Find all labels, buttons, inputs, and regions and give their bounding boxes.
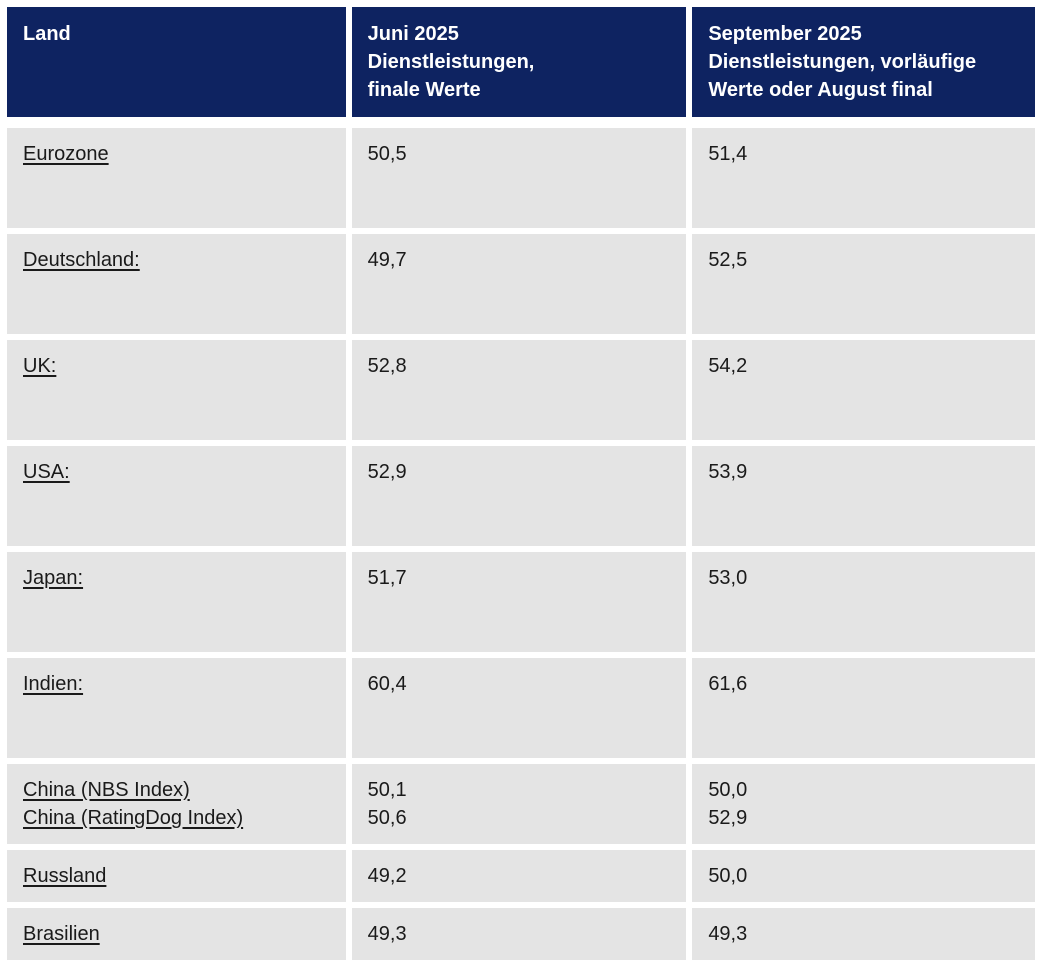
september-value-cell: 49,3 <box>692 908 1035 960</box>
header-label-line: Werte oder August final <box>708 79 933 101</box>
country-link[interactable]: Russland <box>23 865 107 887</box>
september-value-cell: 53,9 <box>692 446 1035 546</box>
table-row-deutschland: Deutschland: 49,7 52,5 <box>7 234 1035 334</box>
country-cell: Deutschland: <box>7 234 346 334</box>
country-link[interactable]: China (RatingDog Index) <box>23 807 244 829</box>
juni-value-cell: 49,3 <box>351 908 687 960</box>
table-row-china: China (NBS Index) China (RatingDog Index… <box>7 764 1035 844</box>
september-value-cell: 50,0 52,9 <box>692 764 1035 844</box>
juni-value-cell: 49,7 <box>351 234 687 334</box>
country-link[interactable]: China (NBS Index) <box>23 779 190 801</box>
country-link[interactable]: Brasilien <box>23 923 100 945</box>
country-cell: Russland <box>7 850 346 902</box>
september-value-cell: 61,6 <box>692 658 1035 758</box>
country-cell: Brasilien <box>7 908 346 960</box>
juni-value-line: 50,6 <box>367 807 407 829</box>
country-link[interactable]: Deutschland: <box>23 249 140 271</box>
country-cell: UK: <box>7 340 346 440</box>
country-cell: Eurozone <box>7 128 346 228</box>
header-label-line: September 2025 <box>708 23 862 45</box>
juni-value-line: 50,1 <box>367 779 407 801</box>
header-row: Land Juni 2025 Dienstleistungen, finale … <box>7 7 1035 122</box>
table-row-russland: Russland 49,2 50,0 <box>7 850 1035 902</box>
september-value-cell: 51,4 <box>692 128 1035 228</box>
juni-value-cell: 60,4 <box>351 658 687 758</box>
country-cell: USA: <box>7 446 346 546</box>
table-row-eurozone: Eurozone 50,5 51,4 <box>7 128 1035 228</box>
table-row-usa: USA: 52,9 53,9 <box>7 446 1035 546</box>
september-value-cell: 50,0 <box>692 850 1035 902</box>
september-value-cell: 52,5 <box>692 234 1035 334</box>
september-value-line: 50,0 <box>708 779 748 801</box>
juni-value-cell: 51,7 <box>351 552 687 652</box>
country-link[interactable]: Indien: <box>23 673 84 695</box>
header-label-line: Juni 2025 <box>367 23 459 45</box>
header-label-line: finale Werte <box>367 79 481 101</box>
country-cell: China (NBS Index) China (RatingDog Index… <box>7 764 346 844</box>
juni-value-cell: 50,1 50,6 <box>351 764 687 844</box>
country-link[interactable]: UK: <box>23 355 57 377</box>
juni-value-cell: 52,9 <box>351 446 687 546</box>
table-row-indien: Indien: 60,4 61,6 <box>7 658 1035 758</box>
september-value-cell: 53,0 <box>692 552 1035 652</box>
page: Land Juni 2025 Dienstleistungen, finale … <box>7 7 1035 960</box>
table-row-japan: Japan: 51,7 53,0 <box>7 552 1035 652</box>
header-label-line: Dienstleistungen, vorläufige <box>708 51 977 73</box>
table-row-brasilien: Brasilien 49,3 49,3 <box>7 908 1035 960</box>
september-value-cell: 54,2 <box>692 340 1035 440</box>
column-header-land: Land <box>7 7 346 122</box>
column-header-juni-2025: Juni 2025 Dienstleistungen, finale Werte <box>351 7 687 122</box>
column-header-september-2025: September 2025 Dienstleistungen, vorläuf… <box>692 7 1035 122</box>
table-row-uk: UK: 52,8 54,2 <box>7 340 1035 440</box>
country-link[interactable]: USA: <box>23 461 70 483</box>
header-label: Land <box>23 23 71 45</box>
juni-value-cell: 50,5 <box>351 128 687 228</box>
juni-value-cell: 52,8 <box>351 340 687 440</box>
country-link[interactable]: Japan: <box>23 567 84 589</box>
header-label-line: Dienstleistungen, <box>367 51 535 73</box>
september-value-line: 52,9 <box>708 807 748 829</box>
juni-value-cell: 49,2 <box>351 850 687 902</box>
country-cell: Japan: <box>7 552 346 652</box>
country-link[interactable]: Eurozone <box>23 143 109 165</box>
country-cell: Indien: <box>7 658 346 758</box>
